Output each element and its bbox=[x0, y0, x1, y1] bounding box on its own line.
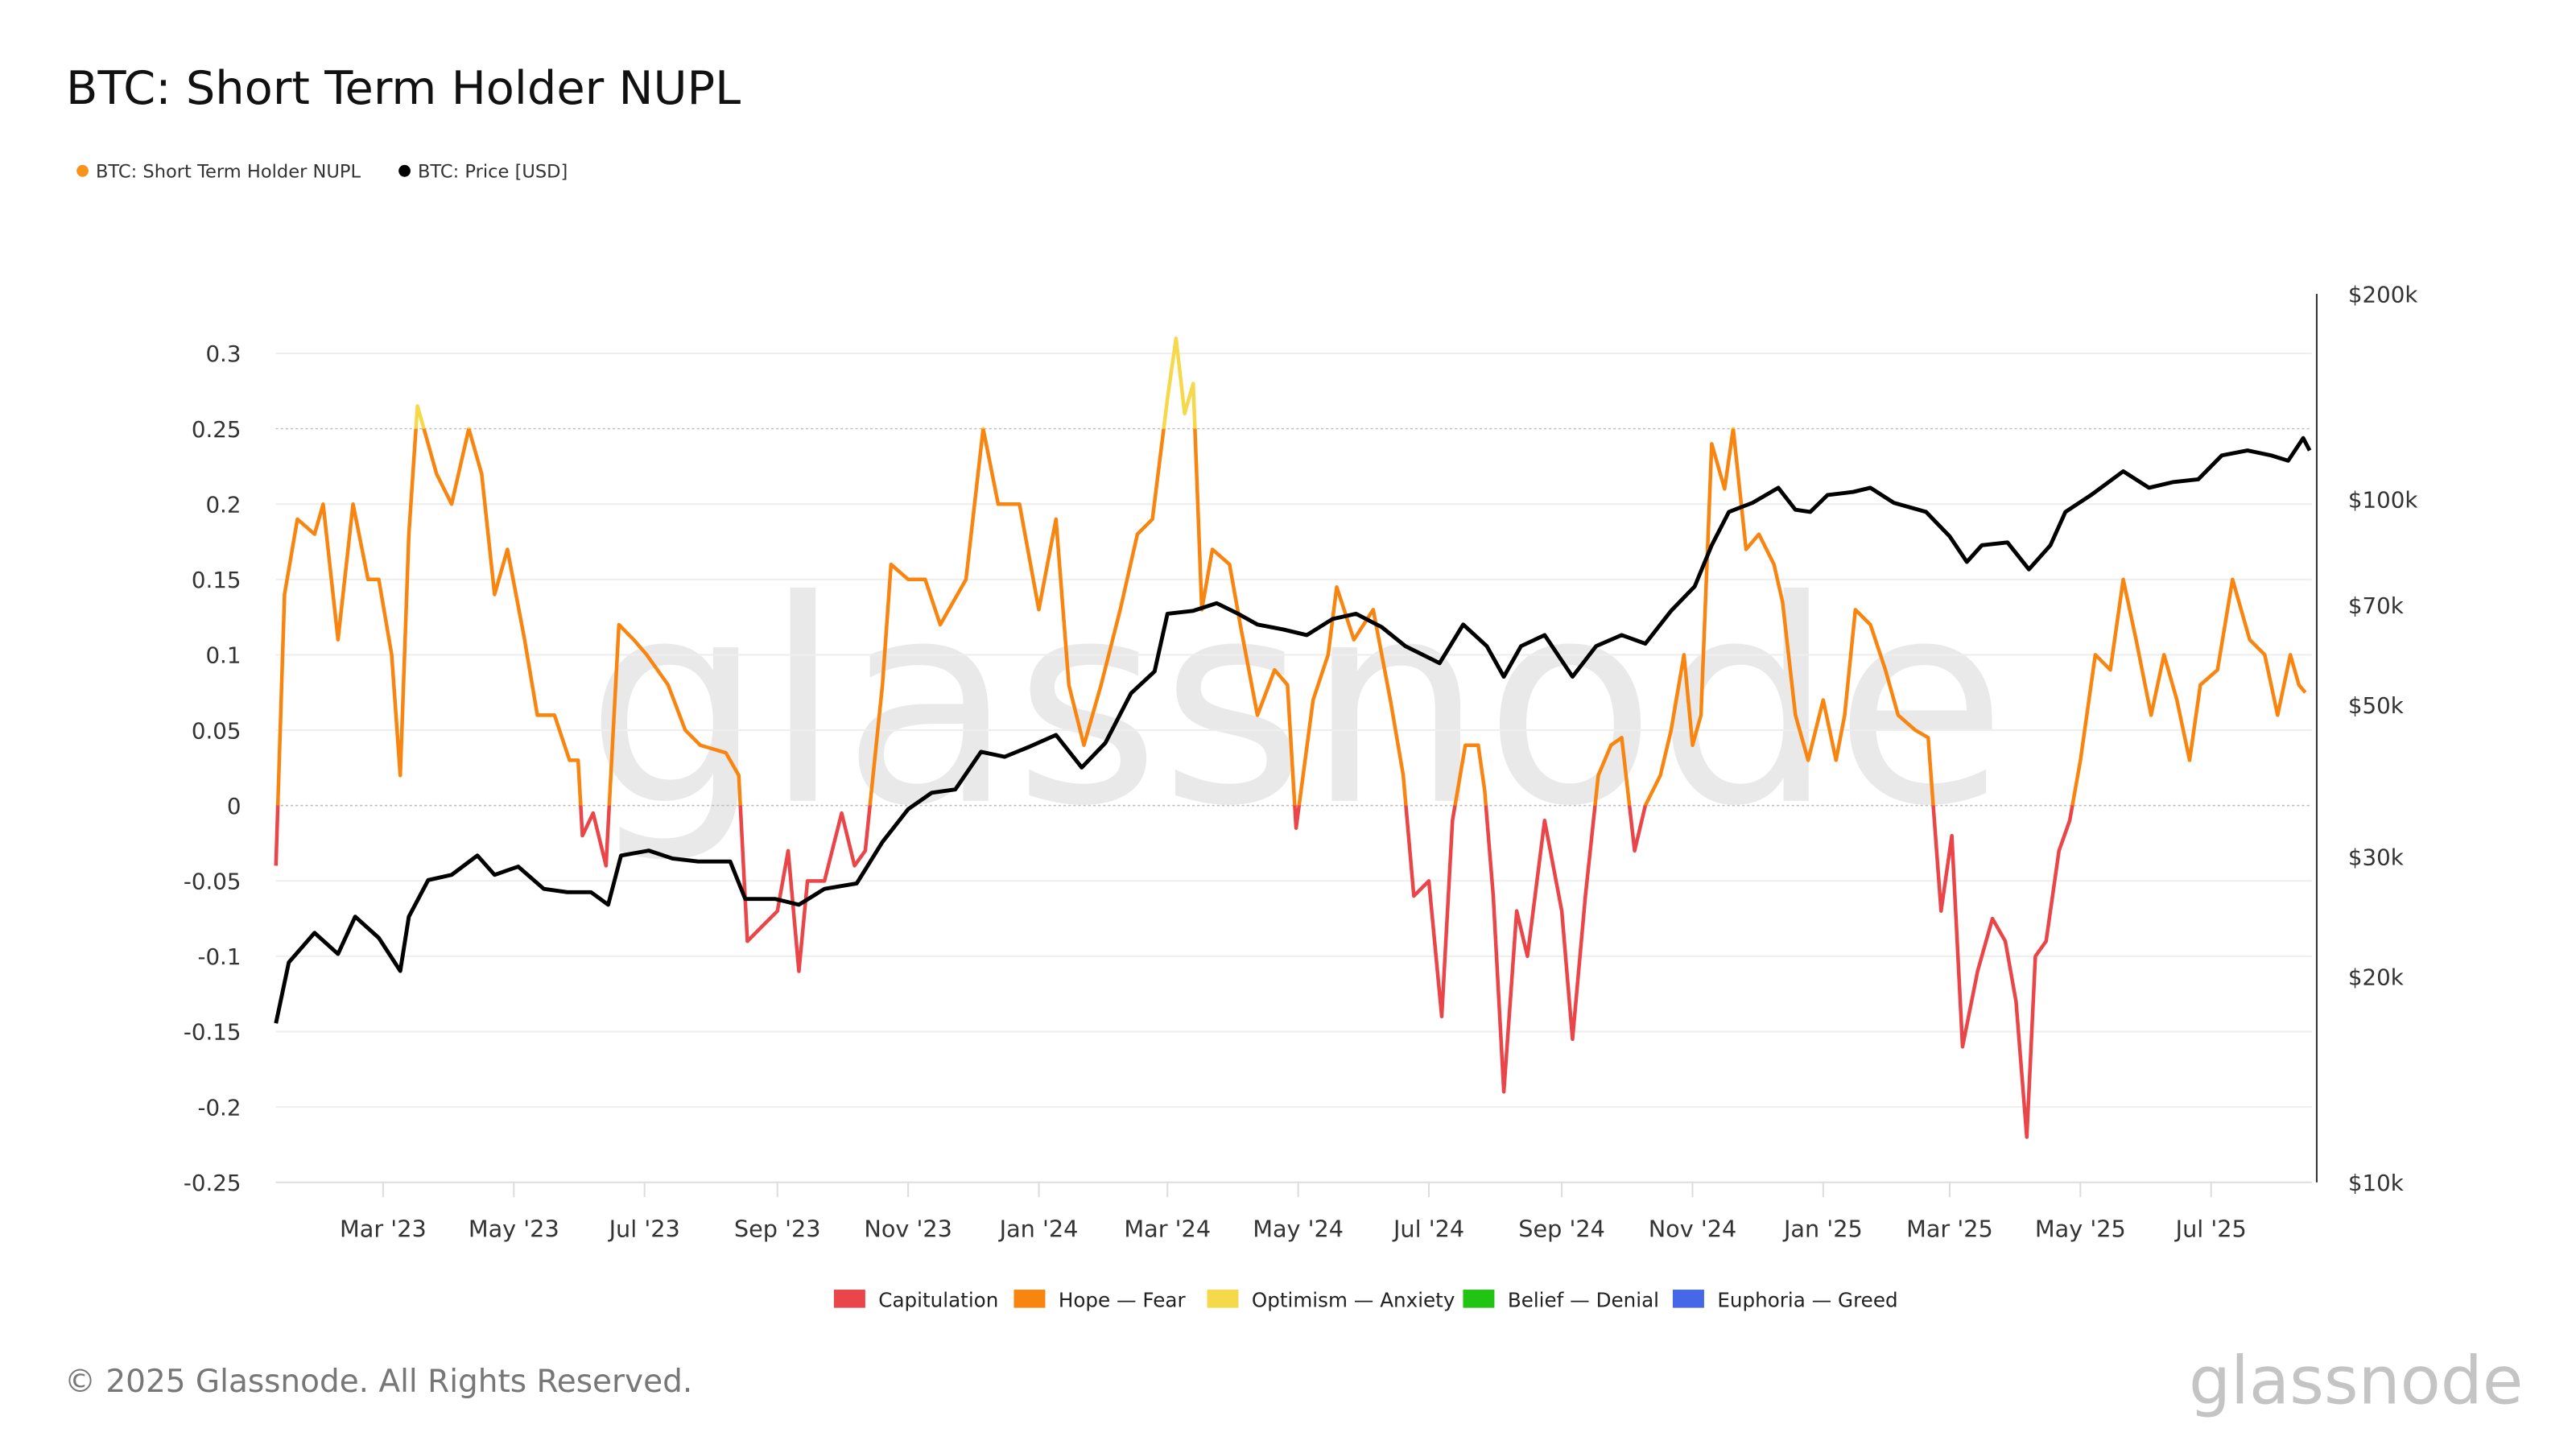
y-right-tick-label: $30k bbox=[2348, 844, 2404, 870]
legend: BTC: Short Term Holder NUPL BTC: Price [… bbox=[76, 162, 568, 183]
y-left-tick-label: -0.15 bbox=[184, 1019, 242, 1046]
legend-price-marker bbox=[398, 164, 411, 177]
y-left-tick-label: 0.15 bbox=[192, 567, 242, 593]
y-right-tick-label: $50k bbox=[2348, 692, 2404, 719]
zone-legend-label: Euphoria — Greed bbox=[1717, 1289, 1897, 1312]
x-tick-label: Jan '24 bbox=[998, 1215, 1079, 1242]
grid bbox=[275, 352, 2312, 1183]
zone-swatch bbox=[1463, 1290, 1495, 1308]
x-tick-label: Mar '25 bbox=[1906, 1215, 1993, 1242]
nupl-line bbox=[274, 336, 2307, 1139]
series-lines bbox=[274, 336, 2312, 1139]
y-axis-right: $200k $100k $70k $50k $30k $20k $10k bbox=[2348, 281, 2418, 1196]
x-tick-label: Jul '23 bbox=[608, 1215, 680, 1242]
x-tick-label: Jul '25 bbox=[2174, 1215, 2247, 1242]
zone-swatch bbox=[1013, 1290, 1046, 1308]
x-tick-label: May '25 bbox=[2035, 1215, 2126, 1242]
zone-legend-label: Capitulation bbox=[878, 1289, 998, 1312]
y-left-tick-label: -0.2 bbox=[197, 1094, 241, 1121]
x-tick-label: May '23 bbox=[469, 1215, 559, 1242]
y-right-tick-label: $20k bbox=[2348, 964, 2404, 991]
zone-legend: Capitulation Hope — Fear Optimism — Anxiet… bbox=[833, 1289, 1898, 1312]
y-left-tick-label: 0.3 bbox=[205, 341, 241, 367]
y-left-tick-label: 0 bbox=[227, 793, 242, 819]
x-tick-label: Mar '23 bbox=[340, 1215, 427, 1242]
x-axis: Mar '23 May '23 Jul '23 Sep '23 Nov '23 Jan '… bbox=[340, 1182, 2247, 1242]
glassnode-logo: glassnode bbox=[2189, 1344, 2523, 1420]
y-right-tick-label: $70k bbox=[2348, 592, 2404, 619]
zone-swatch bbox=[1672, 1290, 1704, 1308]
y-left-tick-label: 0.2 bbox=[205, 491, 241, 518]
x-tick-label: May '24 bbox=[1253, 1215, 1344, 1242]
legend-nupl-marker bbox=[76, 164, 89, 177]
zone-swatch bbox=[1207, 1290, 1239, 1308]
x-tick-label: Sep '24 bbox=[1518, 1215, 1605, 1242]
page-title: BTC: Short Term Holder NUPL bbox=[66, 61, 741, 115]
y-axis-left: 0.3 0.25 0.2 0.15 0.1 0.05 0 -0.05 -0.1 -0.15 -0.2… bbox=[184, 341, 242, 1196]
y-left-tick-label: 0.25 bbox=[192, 416, 242, 443]
y-right-tick-label: $100k bbox=[2348, 487, 2418, 514]
y-left-tick-label: 0.05 bbox=[192, 717, 242, 744]
x-tick-label: Mar '24 bbox=[1124, 1215, 1211, 1242]
y-left-tick-label: -0.1 bbox=[197, 943, 241, 970]
x-tick-label: Jul '24 bbox=[1392, 1215, 1464, 1242]
y-right-tick-label: $200k bbox=[2348, 281, 2418, 308]
x-tick-label: Jan '25 bbox=[1782, 1215, 1863, 1242]
y-left-tick-label: -0.05 bbox=[184, 869, 242, 895]
x-tick-label: Nov '24 bbox=[1649, 1215, 1737, 1242]
y-left-tick-label: 0.1 bbox=[205, 642, 241, 669]
y-right-tick-label: $10k bbox=[2348, 1170, 2404, 1196]
zone-legend-label: Hope — Fear bbox=[1059, 1289, 1187, 1312]
zone-legend-label: Optimism — Anxiety bbox=[1252, 1289, 1455, 1312]
zone-swatch bbox=[833, 1290, 865, 1308]
price-line bbox=[274, 436, 2312, 1024]
legend-nupl-label[interactable]: BTC: Short Term Holder NUPL bbox=[96, 162, 361, 183]
legend-price-label[interactable]: BTC: Price [USD] bbox=[418, 162, 568, 183]
zone-legend-label: Belief — Denial bbox=[1508, 1289, 1659, 1312]
x-tick-label: Sep '23 bbox=[734, 1215, 821, 1242]
x-tick-label: Nov '23 bbox=[864, 1215, 952, 1242]
copyright: © 2025 Glassnode. All Rights Reserved. bbox=[64, 1364, 692, 1400]
y-left-tick-label: -0.25 bbox=[184, 1170, 242, 1196]
